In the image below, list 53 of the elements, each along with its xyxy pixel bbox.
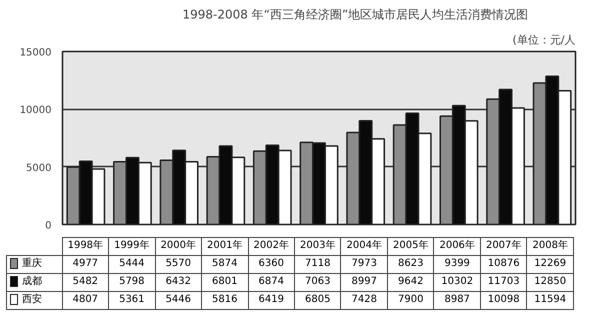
data-label: 9642 xyxy=(387,274,434,292)
legend-label: 重庆 xyxy=(6,256,62,274)
data-label: 7118 xyxy=(294,256,341,274)
data-label: 5361 xyxy=(108,292,156,310)
y-tick-label: 15000 xyxy=(20,48,52,58)
data-label: 5482 xyxy=(62,274,109,292)
x-tick-label: 2005年 xyxy=(387,238,434,256)
y-tick-label: 5000 xyxy=(26,162,52,174)
data-label: 5444 xyxy=(108,256,156,274)
x-tick-label: 2001年 xyxy=(202,238,248,256)
data-label: 6432 xyxy=(155,274,202,292)
x-tick-label: 2008年 xyxy=(526,238,574,256)
data-label: 8623 xyxy=(387,256,434,274)
x-tick-label: 2006年 xyxy=(434,238,480,256)
text: (单位：元/人 xyxy=(512,34,576,46)
x-tick-label: 2007年 xyxy=(480,238,527,256)
data-label: 5570 xyxy=(155,256,202,274)
data-label: 7063 xyxy=(294,274,341,292)
data-label: 6419 xyxy=(248,292,294,310)
x-tick-label: 1999年 xyxy=(108,238,156,256)
data-label: 7900 xyxy=(387,292,434,310)
data-label: 7973 xyxy=(340,256,388,274)
data-label: 6805 xyxy=(294,292,341,310)
data-label: 9399 xyxy=(434,256,480,274)
chart-title: 1998-2008 年“西三角经济圈”地区城市居民人均生活消费情况图 xyxy=(182,8,528,22)
data-label: 12269 xyxy=(526,256,574,274)
data-label: 8997 xyxy=(340,274,388,292)
x-tick-label: 2004年 xyxy=(340,238,388,256)
data-label: 6801 xyxy=(202,274,248,292)
y-tick-label: 10000 xyxy=(20,105,52,116)
y-tick-label: 0 xyxy=(45,220,52,232)
data-label: 5816 xyxy=(202,292,248,310)
data-label: 6874 xyxy=(248,274,294,292)
data-label: 10098 xyxy=(480,292,527,310)
data-label: 10876 xyxy=(480,256,527,274)
legend-label: 西安 xyxy=(6,292,62,310)
data-label: 8987 xyxy=(434,292,480,310)
legend-label: 成都 xyxy=(6,274,62,292)
data-label: 6360 xyxy=(248,256,294,274)
data-label: 5798 xyxy=(108,274,156,292)
x-tick-label: 1998年 xyxy=(62,238,109,256)
data-label: 11703 xyxy=(480,274,527,292)
data-label: 7428 xyxy=(340,292,388,310)
x-tick-label: 2000年 xyxy=(155,238,202,256)
x-tick-label: 2002年 xyxy=(248,238,294,256)
data-label: 10302 xyxy=(434,274,480,292)
data-label: 4977 xyxy=(62,256,109,274)
data-label: 12850 xyxy=(526,274,574,292)
data-label: 5446 xyxy=(155,292,202,310)
data-label: 11594 xyxy=(526,292,574,310)
x-tick-label: 2003年 xyxy=(294,238,341,256)
data-label: 5874 xyxy=(202,256,248,274)
data-label: 4807 xyxy=(62,292,109,310)
